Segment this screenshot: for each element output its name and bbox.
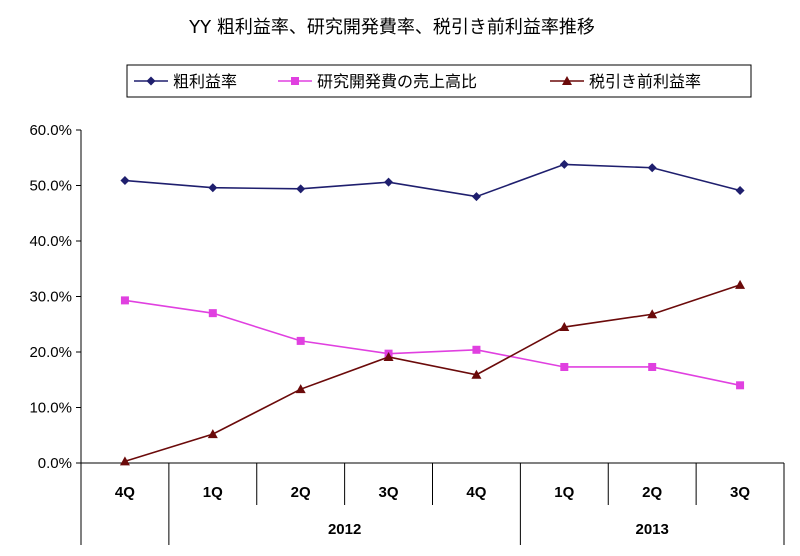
data-point-triangle (471, 369, 482, 379)
legend-marker-square (291, 77, 299, 85)
data-point-triangle (647, 309, 658, 319)
data-point-diamond (296, 184, 306, 194)
data-point-diamond (120, 176, 130, 186)
series-line-2 (124, 299, 741, 387)
x-category-label: 1Q (554, 484, 574, 501)
axes (76, 129, 785, 545)
data-point-diamond (471, 192, 481, 202)
data-point-triangle (295, 384, 306, 394)
data-point-square (560, 362, 569, 371)
legend-label-1: 粗利益率 (173, 72, 237, 91)
legend-marker-diamond (146, 76, 156, 86)
data-point-diamond (384, 177, 394, 187)
data-point-square (208, 309, 217, 318)
series-lines (119, 159, 746, 466)
y-tick-labels: 0.0% 10.0% 20.0% 30.0% 40.0% 50.0% 60.0% (29, 122, 72, 472)
legend-marker-triangle (562, 76, 572, 85)
y-tick-label: 30.0% (29, 289, 72, 306)
x-group-label: 2012 (328, 521, 361, 538)
y-tick-label: 50.0% (29, 178, 72, 195)
series-line-1 (124, 163, 741, 198)
data-point-diamond (208, 183, 218, 193)
x-category-label: 3Q (379, 484, 399, 501)
data-point-triangle (559, 322, 570, 332)
legend: 粗利益率 研究開発費の売上高比 税引き前利益率 (126, 64, 752, 98)
data-point-square (472, 345, 481, 354)
data-point-square (296, 336, 305, 345)
x-category-label: 2Q (642, 484, 662, 501)
data-point-diamond (647, 163, 657, 173)
y-tick-label: 60.0% (29, 122, 72, 139)
y-tick-label: 20.0% (29, 344, 72, 361)
data-point-triangle (735, 279, 746, 289)
x-category-labels: 4Q 1Q 2Q 3Q 4Q 1Q 2Q 3Q 2012 2013 (115, 484, 750, 538)
data-point-diamond (735, 185, 745, 195)
legend-label-2: 研究開発費の売上高比 (317, 72, 477, 91)
x-group-label: 2013 (636, 521, 669, 538)
data-point-diamond (559, 159, 569, 169)
y-tick-label: 0.0% (38, 455, 72, 472)
legend-label-3: 税引き前利益率 (589, 72, 701, 91)
legend-box (126, 64, 752, 98)
x-category-label: 3Q (730, 484, 750, 501)
data-point-triangle (207, 429, 218, 439)
x-category-label: 1Q (203, 484, 223, 501)
data-point-square (736, 381, 745, 390)
data-point-square (120, 296, 129, 305)
y-tick-label: 10.0% (29, 400, 72, 417)
data-point-triangle (383, 351, 394, 361)
y-tick-label: 40.0% (29, 233, 72, 250)
series-line-3 (124, 284, 741, 463)
data-point-square (648, 362, 657, 371)
x-category-label: 4Q (115, 484, 135, 501)
x-category-label: 2Q (291, 484, 311, 501)
chart-title: YY 粗利益率、研究開発費率、税引き前利益率推移 (188, 17, 595, 38)
x-category-label: 4Q (466, 484, 486, 501)
data-point-triangle (119, 456, 130, 466)
